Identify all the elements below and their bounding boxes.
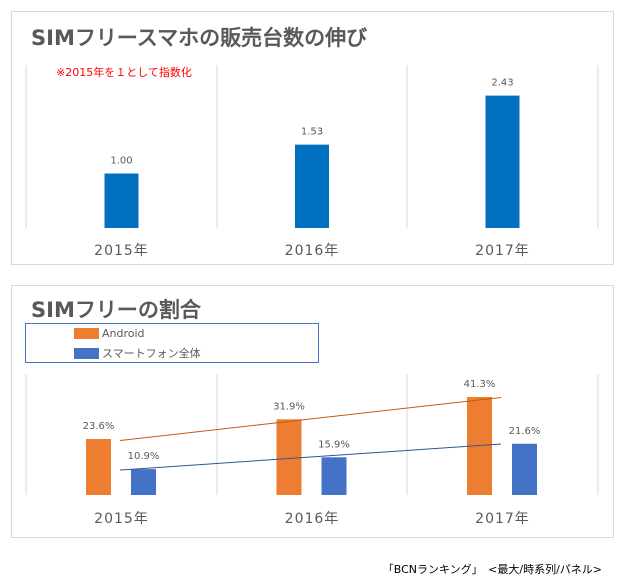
source-footer: 「BCNランキング」 <最大/時系列/パネル> xyxy=(382,563,602,576)
legend-swatch xyxy=(74,328,99,339)
data-label: 41.3% xyxy=(464,379,496,390)
chart-legend: Android スマートフォン全体 xyxy=(25,323,319,363)
bar-android xyxy=(86,439,111,495)
legend-item-android: Android xyxy=(74,327,145,340)
bar xyxy=(485,95,520,228)
x-tick-label: 2015年 xyxy=(94,511,149,527)
bar xyxy=(104,173,139,228)
legend-swatch xyxy=(74,347,99,359)
legend-item-smartphone: スマートフォン全体 xyxy=(74,345,201,361)
legend-label: Android xyxy=(102,327,145,340)
data-label: 1.53 xyxy=(301,127,323,138)
chart-note: ※2015年を１として指数化 xyxy=(56,66,192,79)
data-label: 23.6% xyxy=(83,421,115,432)
growth-chart-plot: 1.00 2015年 1.53 2016年 2.43 2017年 xyxy=(25,65,599,259)
legend-label: スマートフォン全体 xyxy=(102,347,201,360)
share-chart-panel: SIMフリーの割合 Android スマートフォン全体 23.6% 31.9% 41… xyxy=(11,285,614,538)
chart-title: SIMフリースマホの販売台数の伸び xyxy=(31,26,368,50)
x-tick-label: 2017年 xyxy=(475,511,530,527)
data-label: 1.00 xyxy=(110,156,132,167)
share-chart-plot: 23.6% 31.9% 41.3% 10.9% 15.9% 21.6% 2015年 2016年… xyxy=(25,374,599,527)
data-label: 21.6% xyxy=(509,426,541,437)
x-tick-label: 2015年 xyxy=(94,243,149,259)
data-label: 31.9% xyxy=(273,401,305,412)
trendline xyxy=(119,443,502,471)
growth-chart-panel: SIMフリースマホの販売台数の伸び ※2015年を１として指数化 1.00 201… xyxy=(11,11,614,265)
bar-smartphone xyxy=(512,443,537,495)
chart-title: SIMフリーの割合 xyxy=(31,298,201,322)
bar-smartphone xyxy=(321,457,347,495)
bar-android xyxy=(276,419,302,495)
bar-smartphone xyxy=(131,469,156,495)
x-tick-label: 2016年 xyxy=(285,243,340,259)
x-tick-label: 2017年 xyxy=(475,243,530,259)
bar xyxy=(295,144,329,228)
x-tick-label: 2016年 xyxy=(285,511,340,527)
data-label: 15.9% xyxy=(318,439,350,450)
data-label: 2.43 xyxy=(491,78,513,89)
data-label: 10.9% xyxy=(128,451,160,462)
trendline xyxy=(119,396,502,441)
